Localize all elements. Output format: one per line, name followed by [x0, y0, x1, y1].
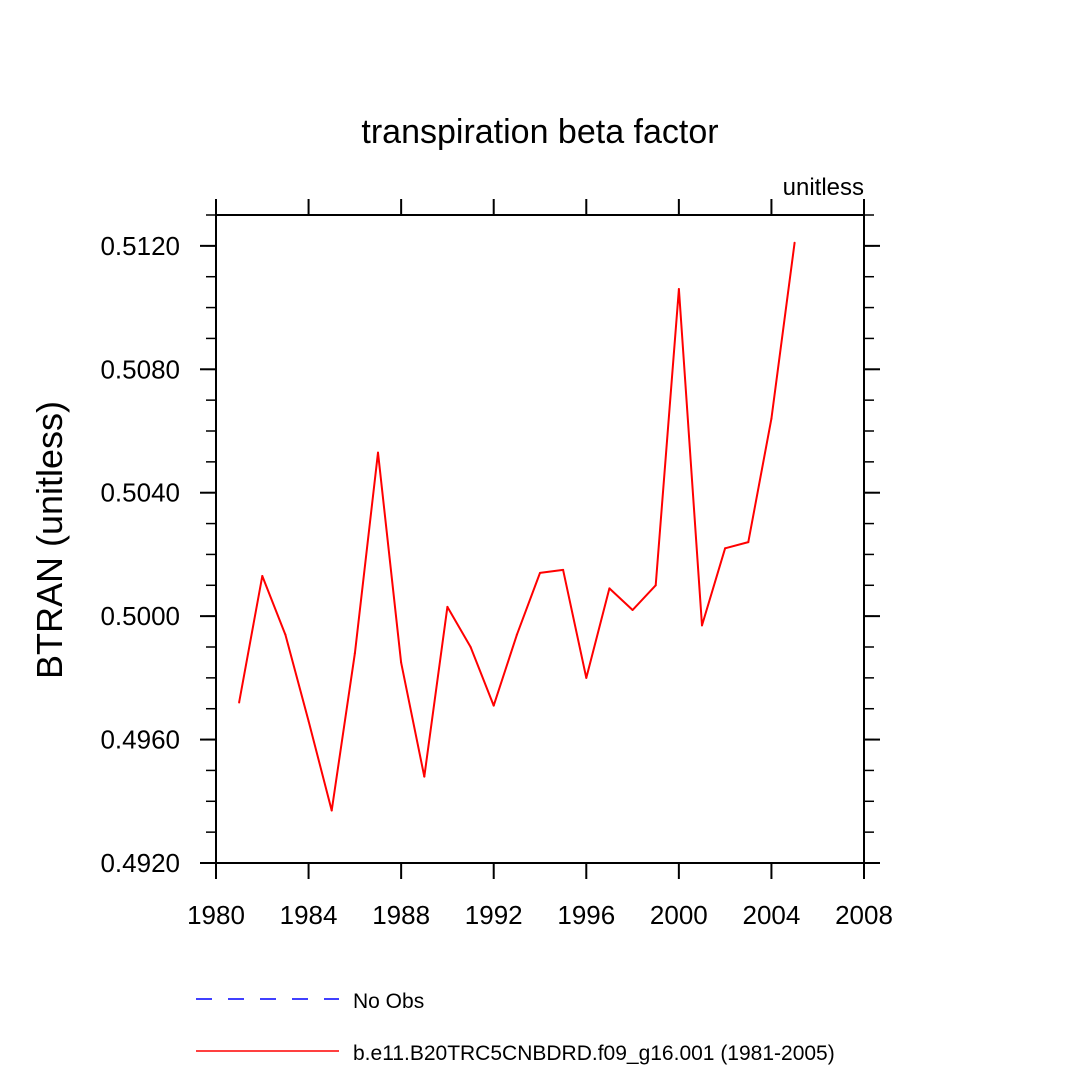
data-point — [353, 652, 356, 655]
data-point — [631, 608, 634, 611]
data-point — [747, 541, 750, 544]
data-point — [608, 587, 611, 590]
series-line — [238, 242, 796, 812]
data-point — [701, 624, 703, 627]
data-point — [515, 633, 518, 636]
legend-label: b.e11.B20TRC5CNBDRD.f09_g16.001 (1981-20… — [353, 1042, 835, 1065]
data-point — [585, 676, 588, 679]
units-label: unitless — [783, 174, 864, 201]
data-point — [539, 571, 541, 574]
data-point — [677, 288, 680, 291]
legend-label: No Obs — [353, 990, 424, 1013]
data-point — [423, 775, 426, 778]
y-axis-label: BTRAN (unitless) — [29, 401, 70, 679]
data-point — [654, 584, 657, 587]
data-point — [793, 241, 796, 244]
data-point — [469, 646, 472, 648]
data-point — [770, 417, 773, 420]
y-tick-label: 0.4960 — [100, 725, 180, 755]
data-point — [307, 720, 310, 723]
x-tick-label: 1988 — [372, 900, 430, 930]
y-tick-label: 0.5040 — [100, 478, 180, 508]
data-point — [400, 661, 403, 664]
x-axis-ticks: 1980 1984 1988 1992 1996 2000 2004 2008 — [187, 199, 893, 930]
y-tick-label: 0.5080 — [100, 354, 180, 384]
data-point — [261, 575, 264, 578]
data-point — [724, 547, 727, 550]
data-point — [330, 809, 333, 812]
x-tick-label: 2008 — [835, 900, 893, 930]
x-tick-label: 1984 — [280, 900, 338, 930]
y-tick-label: 0.5000 — [100, 601, 180, 631]
x-tick-label: 1992 — [465, 900, 523, 930]
chart-title: transpiration beta factor — [361, 113, 718, 151]
data-point — [492, 704, 495, 707]
x-tick-label: 1996 — [557, 900, 615, 930]
x-tick-label: 1980 — [187, 900, 245, 930]
y-tick-label: 0.5120 — [100, 231, 180, 261]
legend: No Obs b.e11.B20TRC5CNBDRD.f09_g16.001 (1… — [196, 990, 835, 1065]
data-point — [284, 633, 287, 636]
y-axis-ticks: 0.4920 0.4960 0.5000 0.5040 0.5080 0.5120 — [100, 214, 880, 878]
series-layer — [238, 241, 796, 812]
x-tick-label: 2000 — [650, 900, 708, 930]
data-point — [562, 568, 565, 571]
data-point — [377, 451, 379, 454]
data-point — [446, 605, 449, 608]
data-point — [238, 701, 241, 704]
y-tick-label: 0.4920 — [100, 848, 180, 878]
x-tick-label: 2004 — [743, 900, 801, 930]
plot-frame — [215, 214, 865, 864]
